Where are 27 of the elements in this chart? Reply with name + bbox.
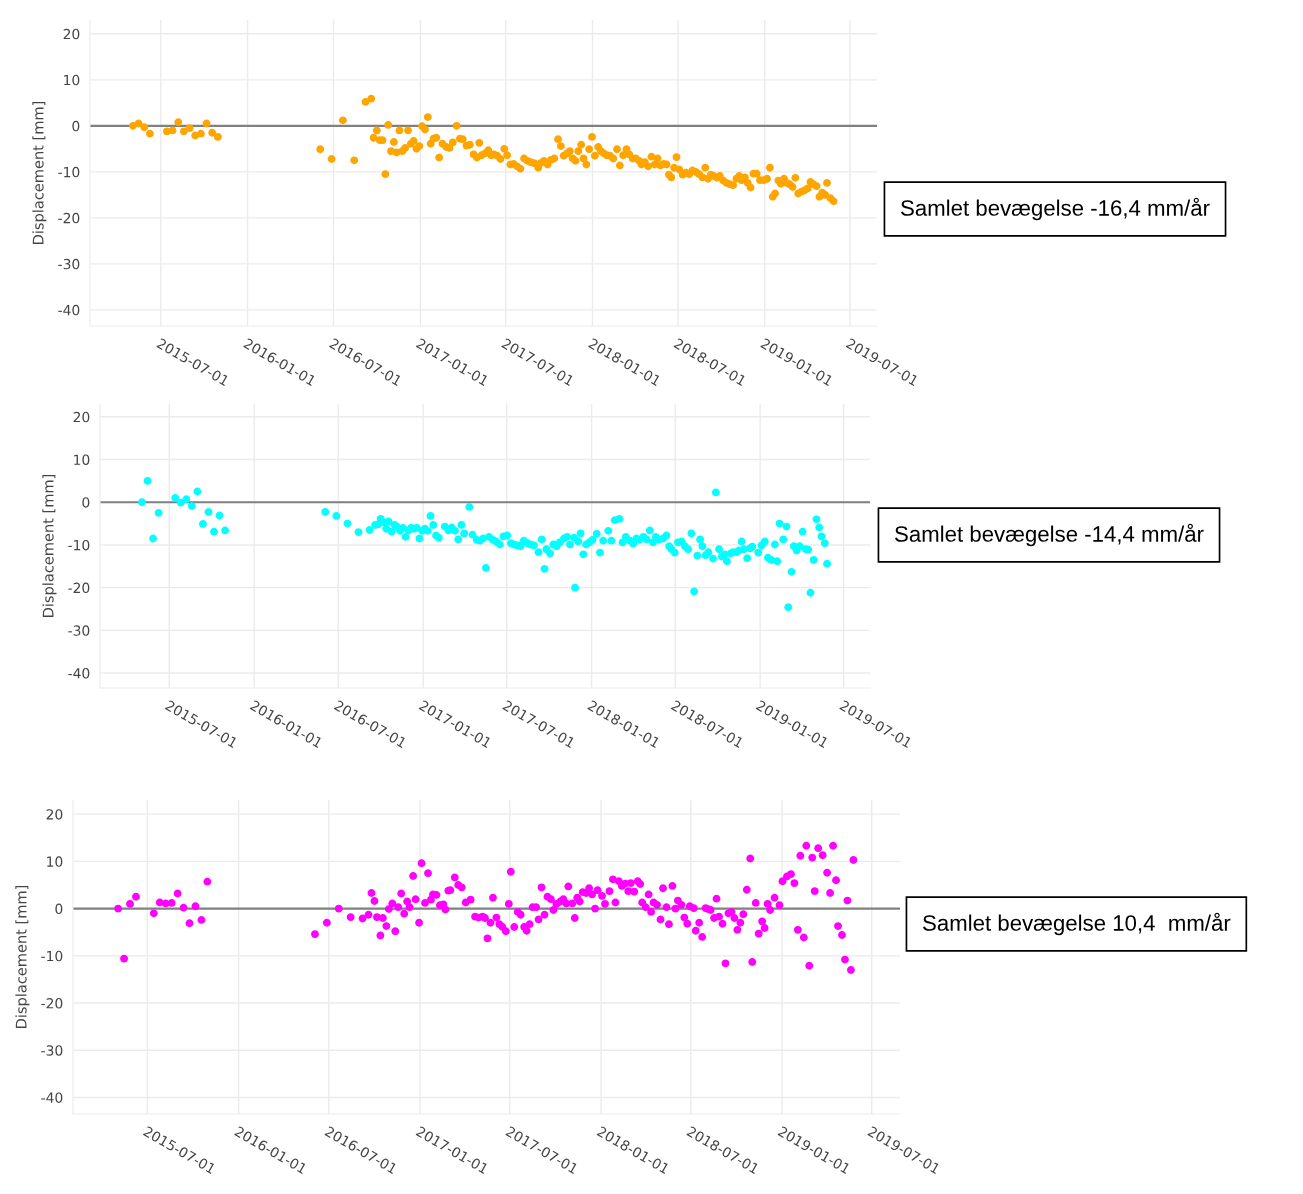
text: Samlet bevægelse 10,4 mm/år xyxy=(923,912,1231,936)
y-tick-label: -30 xyxy=(68,625,90,636)
y-axis-title: Displacement [mm] xyxy=(32,101,47,244)
y-tick-label: -40 xyxy=(41,1092,63,1103)
y-tick-label: 0 xyxy=(55,903,63,915)
text: Samlet bevægelse -16,4 mm/år xyxy=(901,197,1210,221)
y-tick-label: 10 xyxy=(74,454,90,465)
y-tick-label: -40 xyxy=(68,668,90,679)
y-tick-label: 0 xyxy=(72,120,80,132)
y-tick-label: 0 xyxy=(82,497,90,508)
y-tick-label: -10 xyxy=(58,166,80,178)
y-tick-label: -10 xyxy=(68,539,90,551)
y-tick-label: 20 xyxy=(63,28,80,40)
y-tick-label: -20 xyxy=(58,212,80,224)
y-tick-label: 10 xyxy=(64,74,80,86)
text: Samlet bevægelse -14,4 mm/år xyxy=(895,523,1204,547)
y-tick-label: -20 xyxy=(41,998,63,1009)
y-tick-label: 10 xyxy=(47,856,63,867)
y-tick-label: -30 xyxy=(41,1045,63,1056)
y-tick-label: -20 xyxy=(68,582,90,594)
y-tick-label: -40 xyxy=(58,304,80,316)
y-axis-title: Displacement [mm] xyxy=(42,474,57,617)
y-tick-label: -10 xyxy=(41,950,63,962)
y-tick-label: -30 xyxy=(58,258,80,270)
y-tick-label: 20 xyxy=(46,809,63,820)
y-axis-title: Displacement [mm] xyxy=(15,885,30,1028)
y-tick-label: 20 xyxy=(73,411,90,423)
